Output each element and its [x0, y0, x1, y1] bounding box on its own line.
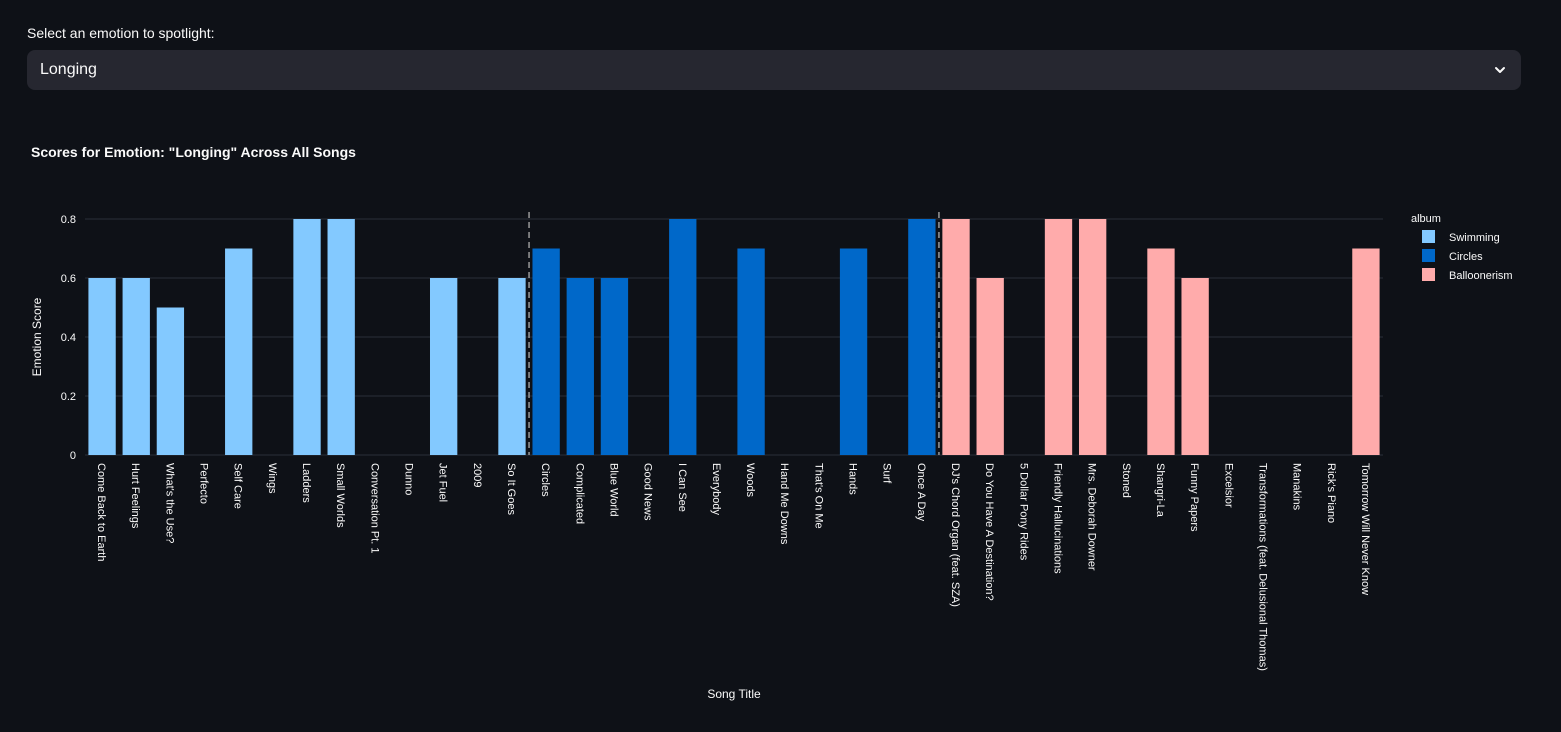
bar [532, 248, 560, 455]
x-tick-label: Do You Have A Destination? [983, 463, 995, 601]
y-tick-label: 0 [70, 450, 76, 462]
bar [327, 219, 355, 455]
y-tick-label: 0.2 [61, 391, 76, 403]
x-tick-label: 5 Dollar Pony Rides [1017, 463, 1029, 561]
x-tick-label: I Can See [676, 463, 688, 512]
x-tick-label: Hand Me Downs [778, 463, 790, 545]
x-tick-label: Friendly Hallucinations [1052, 463, 1064, 574]
x-tick-label: Hurt Feelings [129, 463, 141, 529]
x-tick-label: DJ's Chord Organ (feat. SZA) [949, 463, 961, 607]
x-axis-label: Song Title [707, 687, 761, 701]
legend-swatch [1422, 249, 1435, 262]
x-tick-label: Shangri-La [1154, 463, 1166, 518]
bar [942, 219, 970, 455]
x-tick-label: Transformations (feat. Delusional Thomas… [1256, 463, 1268, 671]
y-axis-label: Emotion Score [30, 297, 44, 376]
x-tick-label: Manakins [1291, 463, 1303, 511]
bar [737, 248, 765, 455]
bar [1147, 248, 1175, 455]
bar [1181, 278, 1209, 455]
x-tick-label: Wings [266, 463, 278, 494]
bar [498, 278, 526, 455]
x-tick-label: Stoned [1120, 463, 1132, 498]
x-tick-label: Surf [881, 463, 893, 484]
x-tick-label: Hands [847, 463, 859, 495]
x-tick-label: Circles [539, 463, 551, 497]
bar [122, 278, 150, 455]
x-tick-label: Small Worlds [334, 463, 346, 528]
x-tick-label: So It Goes [505, 463, 517, 515]
y-tick-label: 0.6 [61, 273, 76, 285]
bar [1078, 219, 1107, 455]
x-tick-label: Funny Papers [1188, 463, 1200, 532]
x-tick-label: Tomorrow Will Never Know [1359, 463, 1371, 595]
x-tick-label: Excelsior [1222, 463, 1234, 508]
x-tick-label: Rick's Piano [1325, 463, 1337, 523]
x-tick-label: Self Care [232, 463, 244, 509]
bar [669, 219, 697, 455]
y-tick-label: 0.8 [61, 214, 76, 226]
bar [1044, 219, 1073, 455]
legend-swatch [1422, 268, 1435, 281]
legend-swatch [1422, 230, 1435, 243]
bar [566, 278, 594, 455]
legend-label: Balloonerism [1449, 270, 1513, 282]
x-tick-label: What's the Use? [163, 463, 175, 543]
bar [1352, 248, 1380, 455]
legend-label: Swimming [1449, 232, 1500, 244]
emotion-select[interactable]: Longing [27, 50, 1521, 90]
bar [839, 248, 868, 455]
bar [156, 307, 185, 455]
bar [88, 278, 116, 455]
x-tick-label: 2009 [471, 463, 483, 487]
x-tick-label: Complicated [573, 463, 585, 524]
x-tick-label: Conversation Pt. 1 [368, 463, 380, 554]
legend-title: album [1411, 213, 1441, 225]
x-tick-label: Come Back to Earth [95, 463, 107, 561]
bar [600, 278, 629, 455]
select-label: Select an emotion to spotlight: [27, 25, 215, 41]
x-tick-label: That's On Me [812, 463, 824, 529]
bar [976, 278, 1004, 455]
emotion-select-value: Longing [40, 61, 97, 78]
bar [908, 219, 936, 455]
bar [429, 278, 458, 455]
x-tick-label: Blue World [607, 463, 619, 517]
y-tick-label: 0.4 [61, 332, 76, 344]
x-tick-label: Once A Day [915, 463, 927, 522]
x-tick-label: Perfecto [198, 463, 210, 504]
legend-label: Circles [1449, 251, 1483, 263]
x-tick-label: Dunno [403, 463, 415, 495]
x-tick-label: Good News [642, 463, 654, 521]
chevron-down-icon[interactable] [1493, 63, 1507, 77]
x-tick-label: Mrs. Deborah Downer [1086, 463, 1098, 571]
chart-title: Scores for Emotion: "Longing" Across All… [31, 144, 356, 160]
x-tick-label: Woods [744, 463, 756, 498]
x-tick-label: Jet Fuel [437, 463, 449, 502]
bar [225, 248, 253, 455]
x-tick-label: Ladders [300, 463, 312, 503]
x-tick-label: Everybody [710, 463, 722, 515]
bar [293, 219, 321, 455]
